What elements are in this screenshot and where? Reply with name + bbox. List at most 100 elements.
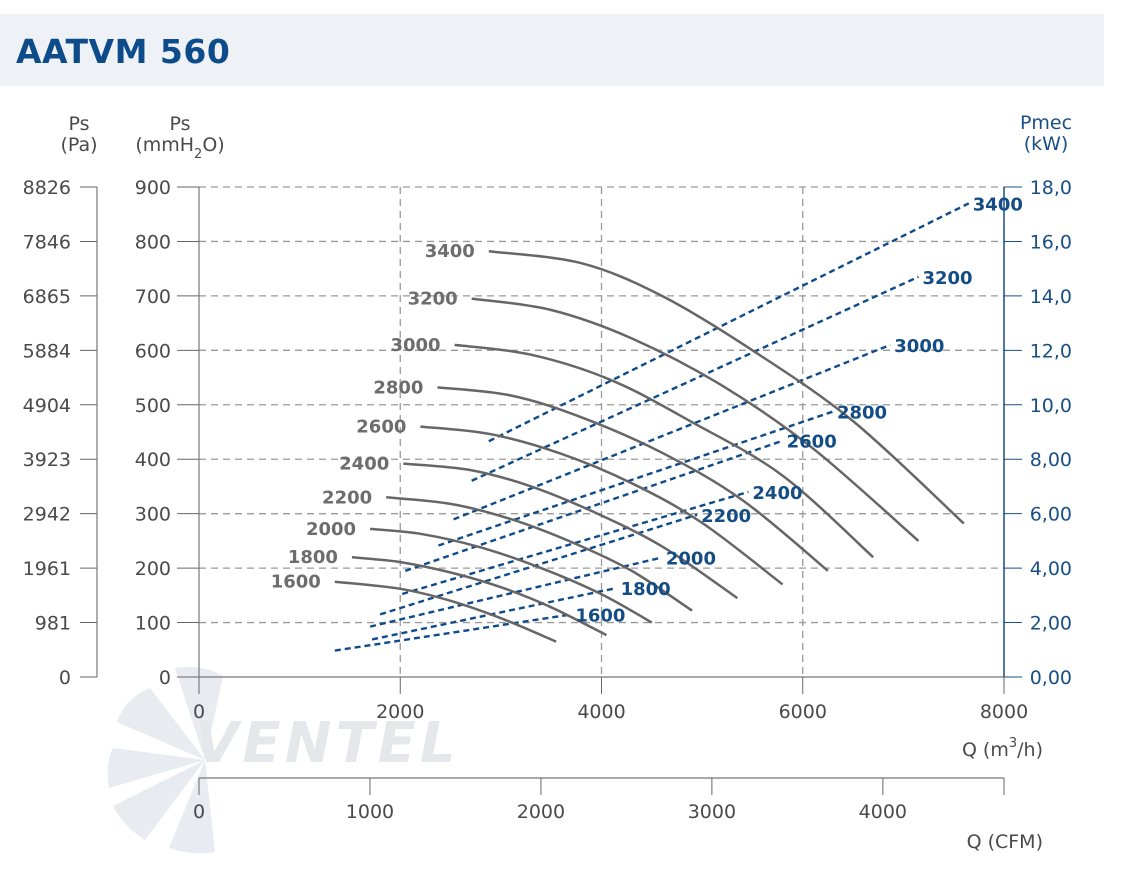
x-axis-m3h-title: Q (m3/h) [962,736,1043,761]
kw-tick-label: 10,0 [1030,395,1072,417]
mmh2o-tick-label: 900 [135,177,171,199]
pa-axis-title-line1: Ps [68,113,89,135]
cfm-tick-label: 1000 [346,801,394,823]
pressure-curves [334,249,965,643]
power-curve-2200 [379,513,698,616]
cfm-tick-label: 4000 [859,801,907,823]
kw-tick-label: 14,0 [1030,286,1072,308]
logo-text: VENTEL [195,711,460,776]
pa-tick-label: 5884 [23,340,71,362]
power-curve-3000 [453,343,891,521]
power-label-2400: 2400 [752,483,802,504]
mmh2o-tick-label: 100 [135,613,171,635]
x-tick-label: 2000 [376,701,424,723]
kw-tick-label: 8,00 [1030,449,1072,471]
power-label-2200: 2200 [701,506,751,527]
pressure-curve-2600 [420,425,784,586]
logo-watermark: VENTEL [107,667,460,854]
pressure-curve-2200 [386,496,693,612]
pressure-label-3200: 3200 [408,289,458,310]
pressure-curve-3400 [488,249,965,525]
pa-tick-label: 1961 [23,558,71,580]
mmh2o-tick-label: 600 [135,340,171,362]
title-bar: AATVM 560 [0,14,1104,86]
cfm-tick-label: 0 [193,801,205,823]
cfm-tick-label: 2000 [517,801,565,823]
power-label-2800: 2800 [837,403,887,424]
mmh2o-tick-label: 300 [135,504,171,526]
pressure-label-3000: 3000 [390,335,440,356]
grid [199,186,1004,677]
mmh2o-tick-label: 200 [135,558,171,580]
kw-tick-label: 6,00 [1030,504,1072,526]
pressure-curve-2000 [369,527,653,624]
x-axis-cfm-title: Q (CFM) [967,831,1043,853]
x-tick-label: 4000 [577,701,625,723]
mmh2o-tick-label: 700 [135,286,171,308]
pa-tick-label: 6865 [23,286,71,308]
fan-logo-icon [107,667,223,854]
mmh2o-title-end: O) [202,134,224,156]
mmh2o-tick-label: 500 [135,395,171,417]
x-title-end: /h) [1017,739,1043,761]
pressure-curve-2400 [403,462,739,600]
pa-tick-label: 0 [59,667,71,689]
x-tick-label: 8000 [980,701,1028,723]
x-title-sup: 3 [1009,736,1017,751]
power-label-1600: 1600 [575,605,625,626]
pressure-label-2200: 2200 [322,487,372,508]
pressure-label-1600: 1600 [271,572,321,593]
power-label-3200: 3200 [922,268,972,289]
cfm-tick-label: 3000 [688,801,736,823]
kw-axis-title-line1: Pmec [1020,112,1072,134]
pa-tick-label: 3923 [23,449,71,471]
power-label-1800: 1800 [621,579,671,600]
pressure-curve-3200 [471,297,920,542]
power-label-2000: 2000 [666,548,716,569]
mmh2o-axis-title-line2: (mmH2O) [135,134,224,162]
pressure-label-3400: 3400 [425,241,475,262]
power-label-2600: 2600 [787,432,837,453]
pressure-label-2400: 2400 [339,454,389,475]
x-title-main: Q (m [962,739,1009,761]
power-label-3000: 3000 [894,336,944,357]
pressure-label-2800: 2800 [373,377,423,398]
pa-tick-label: 8826 [23,177,71,199]
power-curve-3400 [488,202,970,443]
mmh2o-title-main: (mmH [135,134,194,156]
pressure-curve-2800 [437,386,829,572]
mmh2o-tick-label: 0 [159,667,171,689]
mmh2o-tick-label: 800 [135,231,171,253]
pressure-label-2000: 2000 [306,519,356,540]
pa-tick-label: 2942 [23,504,71,526]
kw-tick-label: 0,00 [1030,667,1072,689]
pa-tick-label: 4904 [23,395,71,417]
kw-tick-label: 2,00 [1030,613,1072,635]
mmh2o-title-sub: 2 [194,147,202,162]
pa-axis-title-line2: (Pa) [60,134,97,156]
pressure-label-1800: 1800 [288,547,338,568]
kw-tick-label: 12,0 [1030,340,1072,362]
mmh2o-tick-label: 400 [135,449,171,471]
x-tick-label: 6000 [779,701,827,723]
power-curve-2600 [404,439,784,572]
kw-tick-label: 18,0 [1030,177,1072,199]
curve-labels: 1600180020002200240026002800300032003400… [271,194,1023,626]
pressure-curve-1600 [334,580,557,643]
mmh2o-axis-title-line1: Ps [169,113,190,135]
pressure-curve-3000 [454,343,875,559]
pa-tick-label: 7846 [23,231,71,253]
power-label-3400: 3400 [973,194,1023,215]
power-curve-3200 [471,275,919,482]
kw-axis-title-line2: (kW) [1024,133,1069,155]
pressure-curve-1800 [351,555,608,637]
kw-tick-label: 16,0 [1030,231,1072,253]
kw-tick-label: 4,00 [1030,558,1072,580]
pressure-label-2600: 2600 [356,417,406,438]
chart-title: AATVM 560 [16,32,231,71]
power-curve-1800 [371,586,617,641]
x-tick-label: 0 [193,701,205,723]
pa-tick-label: 981 [35,613,71,635]
